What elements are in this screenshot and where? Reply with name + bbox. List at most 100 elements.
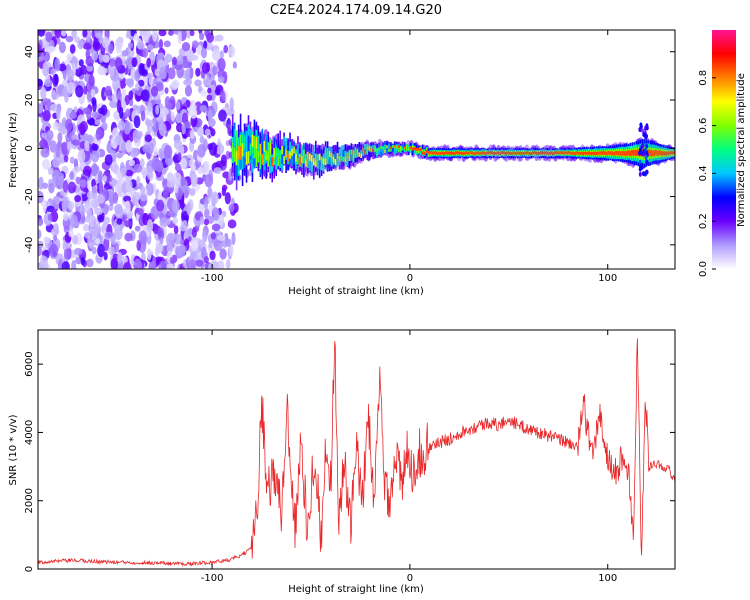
trace-core bbox=[528, 151, 531, 155]
noise-speckle bbox=[67, 200, 75, 211]
noise-speckle bbox=[51, 174, 61, 188]
noise-speckle bbox=[126, 179, 133, 193]
trace-core bbox=[312, 158, 315, 166]
trace-core bbox=[275, 152, 277, 170]
trace-core bbox=[560, 151, 562, 155]
noise-speckle bbox=[152, 255, 157, 269]
noise-speckle bbox=[98, 35, 104, 44]
trace-core bbox=[388, 148, 390, 152]
snr-series-line bbox=[38, 338, 675, 568]
trace-core bbox=[382, 146, 384, 150]
noise-speckle bbox=[193, 149, 199, 161]
noise-speckle bbox=[117, 120, 126, 131]
trace-core bbox=[589, 152, 592, 156]
noise-speckle bbox=[173, 225, 179, 235]
colorbar-tick-label: 0.6 bbox=[698, 118, 709, 134]
y-tick-label: -40 bbox=[24, 237, 35, 253]
noise-speckle bbox=[123, 120, 131, 135]
noise-speckle bbox=[112, 141, 117, 150]
trace-core bbox=[536, 151, 539, 155]
trace-core bbox=[307, 151, 309, 160]
trace-core bbox=[544, 151, 547, 155]
noise-speckle bbox=[231, 232, 236, 246]
trace-core bbox=[591, 151, 594, 155]
noise-speckle bbox=[109, 67, 115, 76]
trace-core bbox=[271, 156, 274, 167]
trace-core bbox=[574, 151, 576, 155]
trace-spike bbox=[644, 154, 648, 160]
trace-core bbox=[263, 143, 266, 164]
trace-core bbox=[235, 130, 238, 156]
noise-speckle bbox=[184, 85, 193, 97]
trace-core bbox=[275, 147, 277, 157]
noise-speckle bbox=[203, 218, 210, 226]
trace-core bbox=[439, 152, 442, 155]
trace-core bbox=[518, 151, 521, 155]
trace-core bbox=[231, 142, 234, 158]
trace-spike bbox=[638, 171, 642, 177]
trace-core bbox=[595, 151, 598, 156]
trace-core bbox=[336, 156, 339, 167]
noise-speckle bbox=[164, 87, 169, 94]
noise-speckle bbox=[188, 188, 196, 197]
noise-speckle bbox=[84, 140, 90, 153]
trace-core bbox=[409, 146, 412, 150]
trace-core bbox=[277, 148, 279, 158]
noise-speckle bbox=[203, 256, 209, 264]
trace-core bbox=[532, 151, 535, 155]
trace-core bbox=[489, 151, 491, 155]
noise-speckle bbox=[140, 193, 148, 202]
noise-speckle bbox=[199, 32, 205, 41]
trace-spike bbox=[638, 159, 642, 165]
noise-speckle bbox=[191, 40, 199, 49]
trace-core bbox=[267, 148, 270, 167]
trace-core bbox=[405, 148, 408, 152]
trace-core bbox=[358, 152, 361, 157]
noise-speckle bbox=[190, 107, 198, 119]
trace-core bbox=[669, 151, 671, 155]
noise-speckle bbox=[180, 198, 185, 211]
noise-speckle bbox=[186, 49, 194, 63]
trace-core bbox=[364, 143, 367, 156]
snr-xlabel: Height of straight line (km) bbox=[288, 584, 424, 595]
y-tick-label: 0 bbox=[24, 145, 35, 151]
noise-speckle bbox=[103, 251, 108, 261]
trace-core bbox=[498, 152, 501, 156]
noise-speckle bbox=[75, 176, 81, 185]
trace-core bbox=[265, 135, 268, 155]
trace-core bbox=[599, 151, 602, 155]
trace-core bbox=[649, 149, 651, 157]
trace-core bbox=[593, 151, 596, 155]
noise-speckle bbox=[101, 36, 110, 49]
noise-speckle bbox=[174, 184, 179, 194]
noise-speckle bbox=[124, 200, 131, 214]
noise-speckle bbox=[210, 128, 216, 137]
noise-speckle bbox=[203, 160, 210, 174]
noise-speckle bbox=[73, 106, 78, 113]
noise-speckle bbox=[173, 139, 183, 150]
noise-speckle bbox=[38, 245, 42, 257]
trace-core bbox=[297, 143, 299, 157]
noise-speckle bbox=[126, 78, 134, 88]
noise-speckle bbox=[91, 185, 98, 200]
trace-core bbox=[398, 145, 400, 149]
trace-core bbox=[613, 151, 616, 156]
noise-speckle bbox=[171, 56, 178, 66]
trace-core bbox=[568, 151, 570, 155]
spectrogram-noise-region bbox=[38, 30, 239, 269]
noise-speckle bbox=[136, 208, 144, 216]
trace-core bbox=[356, 148, 359, 154]
noise-speckle bbox=[77, 39, 85, 50]
noise-speckle bbox=[46, 205, 55, 213]
trace-core bbox=[453, 152, 456, 155]
noise-speckle bbox=[114, 57, 123, 71]
trace-spike bbox=[640, 165, 644, 171]
trace-core bbox=[609, 151, 612, 156]
noise-speckle bbox=[73, 247, 83, 256]
trace-core bbox=[336, 153, 339, 159]
trace-core bbox=[483, 151, 485, 155]
noise-speckle bbox=[227, 219, 237, 229]
noise-speckle bbox=[68, 229, 74, 238]
noise-speckle bbox=[53, 223, 59, 230]
trace-core bbox=[394, 145, 396, 149]
